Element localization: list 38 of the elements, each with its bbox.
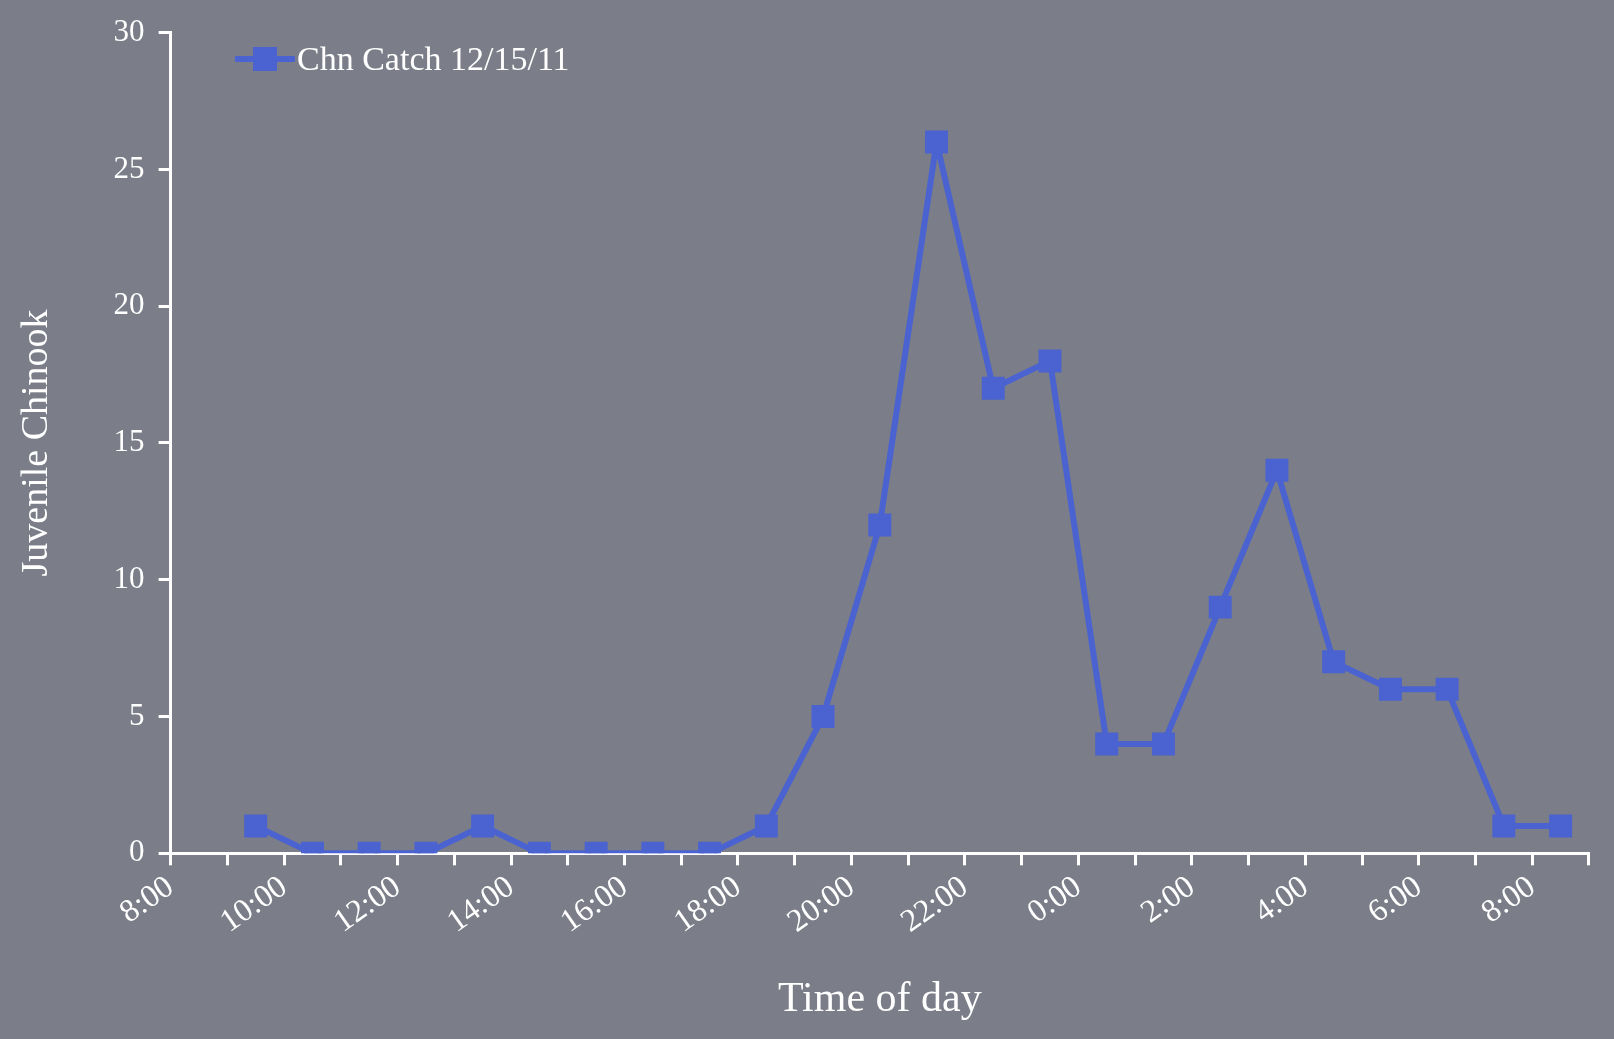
point [868, 513, 892, 537]
point [1492, 814, 1516, 838]
y-axis-title: Juvenile Chinook [12, 309, 55, 577]
x-tick-label: 2:00 [1133, 867, 1201, 930]
point [1095, 732, 1119, 756]
point [1151, 732, 1175, 756]
point [244, 814, 268, 838]
point [1038, 349, 1062, 373]
x-axis-title: Time of day [777, 973, 982, 1020]
point [1435, 677, 1459, 701]
x-tick-label: 8:00 [112, 867, 180, 930]
y-tick-label: 25 [113, 149, 145, 185]
x-tick-label: 8:00 [1473, 867, 1542, 930]
legend-label: Chn Catch 12/15/11 [297, 40, 570, 78]
x-tick-label: 12:00 [326, 867, 407, 939]
x-tick-label: 18:00 [666, 867, 747, 939]
point [1549, 814, 1573, 838]
y-tick-label: 30 [113, 12, 145, 48]
x-tick-label: 16:00 [552, 867, 634, 939]
y-tick-label: 20 [113, 286, 145, 322]
y-tick-label: 15 [113, 423, 145, 459]
point [471, 814, 495, 838]
x-tick-label: 10:00 [212, 867, 293, 939]
point [925, 130, 949, 154]
point [1322, 650, 1346, 674]
point [1265, 458, 1289, 482]
x-tick-label: 6:00 [1360, 867, 1428, 930]
y-tick-label: 5 [129, 696, 145, 732]
y-tick-label: 10 [113, 559, 145, 595]
point [811, 705, 835, 729]
x-tick-label: 0:00 [1019, 867, 1088, 930]
point [1208, 595, 1232, 619]
point [1378, 677, 1402, 701]
point [981, 376, 1005, 400]
y-tick-label: 0 [129, 833, 145, 869]
x-tick-label: 14:00 [439, 867, 520, 939]
x-tick-label: 4:00 [1246, 867, 1315, 930]
point [754, 814, 778, 838]
